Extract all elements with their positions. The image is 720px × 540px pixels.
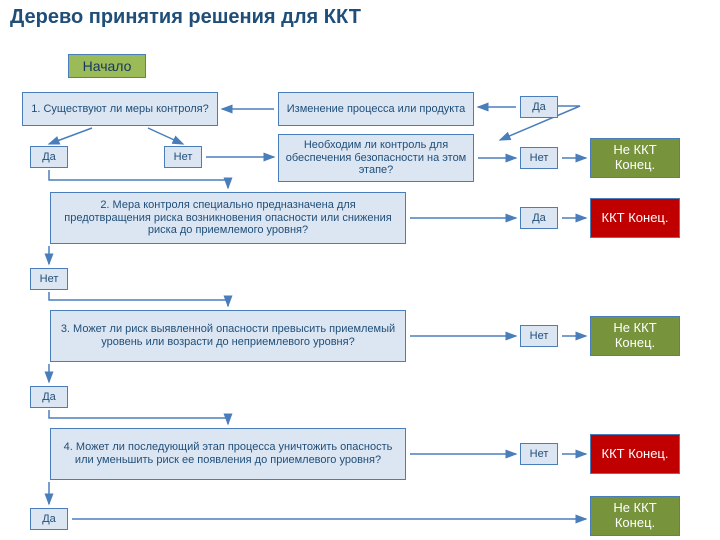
node-r2: ККТ Конец. — [590, 198, 680, 238]
node-no2: Нет — [30, 268, 68, 290]
node-no1b: Нет — [520, 147, 558, 169]
node-start: Начало — [68, 54, 146, 78]
node-r5: Не ККТ Конец. — [590, 496, 680, 536]
edge — [49, 410, 228, 424]
edge — [148, 128, 183, 144]
node-q4: 4. Может ли последующий этап процесса ун… — [50, 428, 406, 480]
node-q1: 1. Существуют ли меры контроля? — [22, 92, 218, 126]
node-r3: Не ККТ Конец. — [590, 316, 680, 356]
node-yes1: Да — [30, 146, 68, 168]
node-need: Необходим ли контроль для обеспечения бе… — [278, 134, 474, 182]
node-yes0: Да — [520, 96, 558, 118]
node-r4: ККТ Конец. — [590, 434, 680, 474]
edge — [49, 128, 92, 144]
node-q2: 2. Мера контроля специально предназначен… — [50, 192, 406, 244]
node-no3: Нет — [520, 325, 558, 347]
node-q3: 3. Может ли риск выявленной опасности пр… — [50, 310, 406, 362]
node-no4: Нет — [520, 443, 558, 465]
page-title: Дерево принятия решения для ККТ — [10, 6, 361, 29]
edge — [49, 170, 228, 188]
node-yes4: Да — [30, 508, 68, 530]
node-yes3: Да — [30, 386, 68, 408]
node-change: Изменение процесса или продукта — [278, 92, 474, 126]
node-no1: Нет — [164, 146, 202, 168]
node-yes2: Да — [520, 207, 558, 229]
node-r1: Не ККТ Конец. — [590, 138, 680, 178]
edge — [49, 292, 228, 306]
